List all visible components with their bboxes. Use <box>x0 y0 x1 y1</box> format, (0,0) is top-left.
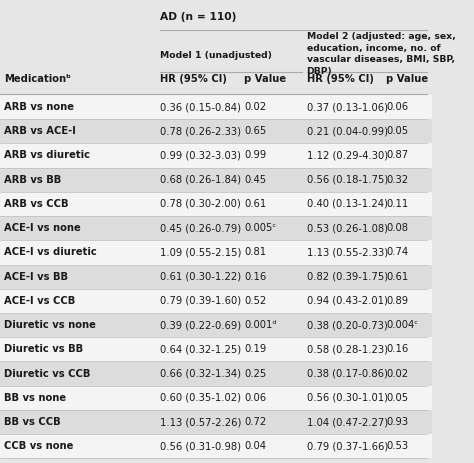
FancyBboxPatch shape <box>0 192 432 216</box>
Text: 0.99: 0.99 <box>244 150 266 161</box>
FancyBboxPatch shape <box>0 362 432 386</box>
Text: ACE-I vs BB: ACE-I vs BB <box>4 272 68 282</box>
Text: 0.58 (0.28-1.23): 0.58 (0.28-1.23) <box>307 344 388 354</box>
Text: 0.72: 0.72 <box>244 417 266 427</box>
Text: 0.36 (0.15-0.84): 0.36 (0.15-0.84) <box>160 102 241 112</box>
Text: 0.04: 0.04 <box>244 441 266 451</box>
Text: 0.61: 0.61 <box>244 199 266 209</box>
FancyBboxPatch shape <box>0 119 432 144</box>
Text: 1.13 (0.55-2.33): 1.13 (0.55-2.33) <box>307 247 388 257</box>
Text: 0.53: 0.53 <box>386 441 409 451</box>
Text: Medicationᵇ: Medicationᵇ <box>4 74 71 84</box>
Text: 0.06: 0.06 <box>386 102 409 112</box>
Text: 0.74: 0.74 <box>386 247 409 257</box>
Text: ARB vs ACE-I: ARB vs ACE-I <box>4 126 76 136</box>
Text: 0.87: 0.87 <box>386 150 409 161</box>
Text: 0.005ᶜ: 0.005ᶜ <box>244 223 276 233</box>
Text: 0.11: 0.11 <box>386 199 409 209</box>
Text: 0.32: 0.32 <box>386 175 409 185</box>
Text: 0.61: 0.61 <box>386 272 409 282</box>
Text: 0.25: 0.25 <box>244 369 266 379</box>
Text: Model 2 (adjusted: age, sex,
education, income, no. of
vascular diseases, BMI, S: Model 2 (adjusted: age, sex, education, … <box>307 32 456 76</box>
Text: 0.79 (0.37-1.66): 0.79 (0.37-1.66) <box>307 441 388 451</box>
Text: HR (95% CI): HR (95% CI) <box>160 74 227 84</box>
FancyBboxPatch shape <box>0 337 432 362</box>
Text: 0.004ᶜ: 0.004ᶜ <box>386 320 419 330</box>
Text: 0.37 (0.13-1.06): 0.37 (0.13-1.06) <box>307 102 388 112</box>
Text: ACE-I vs none: ACE-I vs none <box>4 223 81 233</box>
Text: ARB vs none: ARB vs none <box>4 102 74 112</box>
Text: p Value: p Value <box>386 74 428 84</box>
Text: 0.94 (0.43-2.01): 0.94 (0.43-2.01) <box>307 296 387 306</box>
Text: 0.02: 0.02 <box>386 369 409 379</box>
Text: 0.61 (0.30-1.22): 0.61 (0.30-1.22) <box>160 272 241 282</box>
Text: Diuretic vs none: Diuretic vs none <box>4 320 96 330</box>
Text: 0.56 (0.31-0.98): 0.56 (0.31-0.98) <box>160 441 241 451</box>
Text: BB vs CCB: BB vs CCB <box>4 417 61 427</box>
Text: 0.53 (0.26-1.08): 0.53 (0.26-1.08) <box>307 223 388 233</box>
FancyBboxPatch shape <box>0 386 432 410</box>
Text: 0.78 (0.26-2.33): 0.78 (0.26-2.33) <box>160 126 241 136</box>
Text: ARB vs CCB: ARB vs CCB <box>4 199 69 209</box>
FancyBboxPatch shape <box>0 216 432 240</box>
Text: 0.16: 0.16 <box>244 272 266 282</box>
Text: 0.21 (0.04-0.99): 0.21 (0.04-0.99) <box>307 126 388 136</box>
Text: 0.66 (0.32-1.34): 0.66 (0.32-1.34) <box>160 369 241 379</box>
FancyBboxPatch shape <box>0 264 432 289</box>
FancyBboxPatch shape <box>0 168 432 192</box>
Text: 0.65: 0.65 <box>244 126 266 136</box>
Text: 0.78 (0.30-2.00): 0.78 (0.30-2.00) <box>160 199 240 209</box>
Text: 0.40 (0.13-1.24): 0.40 (0.13-1.24) <box>307 199 387 209</box>
Text: ARB vs BB: ARB vs BB <box>4 175 62 185</box>
Text: ACE-I vs CCB: ACE-I vs CCB <box>4 296 75 306</box>
Text: 0.16: 0.16 <box>386 344 409 354</box>
Text: Model 1 (unadjusted): Model 1 (unadjusted) <box>160 51 272 60</box>
FancyBboxPatch shape <box>0 95 432 119</box>
Text: ARB vs diuretic: ARB vs diuretic <box>4 150 91 161</box>
Text: 0.81: 0.81 <box>244 247 266 257</box>
Text: 1.09 (0.55-2.15): 1.09 (0.55-2.15) <box>160 247 241 257</box>
FancyBboxPatch shape <box>0 434 432 458</box>
Text: 0.89: 0.89 <box>386 296 409 306</box>
Text: 0.05: 0.05 <box>386 126 409 136</box>
FancyBboxPatch shape <box>0 289 432 313</box>
Text: 0.06: 0.06 <box>244 393 266 403</box>
Text: 0.05: 0.05 <box>386 393 409 403</box>
Text: 0.38 (0.17-0.86): 0.38 (0.17-0.86) <box>307 369 387 379</box>
Text: 0.52: 0.52 <box>244 296 266 306</box>
Text: 0.56 (0.30-1.01): 0.56 (0.30-1.01) <box>307 393 388 403</box>
FancyBboxPatch shape <box>0 313 432 337</box>
Text: 1.04 (0.47-2.27): 1.04 (0.47-2.27) <box>307 417 388 427</box>
Text: 0.82 (0.39-1.75): 0.82 (0.39-1.75) <box>307 272 388 282</box>
Text: 0.93: 0.93 <box>386 417 409 427</box>
Text: 0.68 (0.26-1.84): 0.68 (0.26-1.84) <box>160 175 241 185</box>
Text: 0.08: 0.08 <box>386 223 409 233</box>
Text: 0.39 (0.22-0.69): 0.39 (0.22-0.69) <box>160 320 241 330</box>
Text: 0.79 (0.39-1.60): 0.79 (0.39-1.60) <box>160 296 241 306</box>
FancyBboxPatch shape <box>0 410 432 434</box>
Text: Diuretic vs CCB: Diuretic vs CCB <box>4 369 91 379</box>
Text: 0.02: 0.02 <box>244 102 266 112</box>
Text: 0.99 (0.32-3.03): 0.99 (0.32-3.03) <box>160 150 241 161</box>
Text: BB vs none: BB vs none <box>4 393 66 403</box>
Text: 0.60 (0.35-1.02): 0.60 (0.35-1.02) <box>160 393 241 403</box>
Text: Diuretic vs BB: Diuretic vs BB <box>4 344 83 354</box>
Text: 0.38 (0.20-0.73): 0.38 (0.20-0.73) <box>307 320 387 330</box>
Text: 0.19: 0.19 <box>244 344 266 354</box>
Text: ACE-I vs diuretic: ACE-I vs diuretic <box>4 247 97 257</box>
Text: 1.13 (0.57-2.26): 1.13 (0.57-2.26) <box>160 417 241 427</box>
Text: 0.56 (0.18-1.75): 0.56 (0.18-1.75) <box>307 175 388 185</box>
FancyBboxPatch shape <box>0 144 432 168</box>
Text: 0.001ᵈ: 0.001ᵈ <box>244 320 276 330</box>
Text: 0.64 (0.32-1.25): 0.64 (0.32-1.25) <box>160 344 241 354</box>
Text: AD (n = 110): AD (n = 110) <box>160 12 236 22</box>
Text: 0.45: 0.45 <box>244 175 266 185</box>
Text: p Value: p Value <box>244 74 286 84</box>
Text: 1.12 (0.29-4.30): 1.12 (0.29-4.30) <box>307 150 388 161</box>
Text: 0.45 (0.26-0.79): 0.45 (0.26-0.79) <box>160 223 241 233</box>
Text: HR (95% CI): HR (95% CI) <box>307 74 374 84</box>
Text: CCB vs none: CCB vs none <box>4 441 73 451</box>
FancyBboxPatch shape <box>0 240 432 264</box>
